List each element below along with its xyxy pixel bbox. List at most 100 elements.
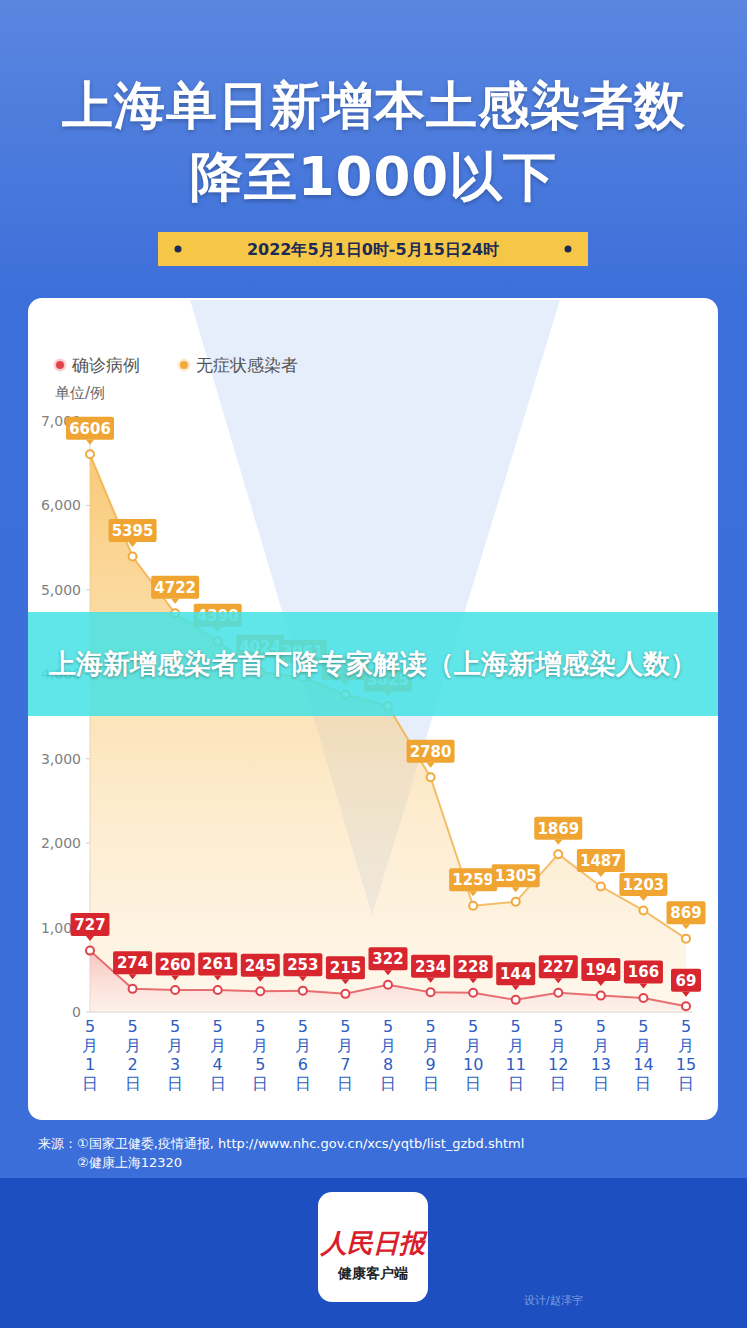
data-label: 69 xyxy=(676,972,697,990)
x-tick-label: 5月5日 xyxy=(252,1017,268,1093)
data-label: 727 xyxy=(74,916,105,934)
x-tick-label-part: 月 xyxy=(550,1036,566,1055)
x-tick-label-part: 月 xyxy=(423,1036,439,1055)
data-point xyxy=(639,994,647,1002)
data-label-pointer xyxy=(427,763,435,768)
data-label-box xyxy=(241,954,280,977)
data-point xyxy=(341,990,349,998)
overlay-caption: 上海新增感染者首下降专家解读（上海新增感染人数） xyxy=(43,645,703,683)
x-tick-label-part: 日 xyxy=(508,1074,524,1093)
data-label-pointer xyxy=(214,975,222,980)
data-point xyxy=(256,987,264,995)
x-tick-label-part: 5 xyxy=(298,1017,308,1036)
x-tick-label-part: 13 xyxy=(591,1055,611,1074)
x-tick-label: 5月1日 xyxy=(82,1017,98,1093)
data-label: 1305 xyxy=(495,867,537,885)
data-label-pointer xyxy=(512,985,520,990)
data-label: 260 xyxy=(159,956,190,974)
logo-subtitle: 健康客户端 xyxy=(337,1265,408,1281)
logo-box xyxy=(318,1192,428,1302)
data-label-pointer xyxy=(384,970,392,975)
x-tick-label: 5月6日 xyxy=(295,1017,311,1093)
data-label-pointer xyxy=(341,979,349,984)
data-point xyxy=(554,850,562,858)
bullet xyxy=(565,246,572,253)
data-label-box xyxy=(581,958,620,981)
data-label-pointer xyxy=(682,924,690,929)
data-label-pointer xyxy=(469,978,477,983)
data-label-box xyxy=(624,960,663,983)
x-tick-label-part: 日 xyxy=(210,1074,226,1093)
data-point xyxy=(129,985,137,993)
data-label: 4722 xyxy=(154,579,196,597)
y-tick xyxy=(86,589,90,590)
x-tick-label-part: 10 xyxy=(463,1055,483,1074)
data-label: 274 xyxy=(117,954,148,972)
data-point xyxy=(214,986,222,994)
data-label: 1259 xyxy=(452,871,494,889)
y-tick-label: 5,000 xyxy=(41,582,81,598)
data-label-pointer xyxy=(129,542,137,547)
data-label-pointer xyxy=(597,981,605,986)
data-label-pointer xyxy=(299,976,307,981)
x-tick-label-part: 11 xyxy=(506,1055,526,1074)
data-label-pointer xyxy=(129,974,137,979)
legend-ring xyxy=(54,359,67,372)
area-fill xyxy=(90,454,686,1012)
data-label: 144 xyxy=(500,965,531,983)
subtitle: 2022年5月1日0时-5月15日24时 xyxy=(247,240,499,259)
x-tick-label-part: 5 xyxy=(213,1017,223,1036)
x-tick-label-part: 月 xyxy=(508,1036,524,1055)
legend-marker xyxy=(56,361,64,369)
data-label-pointer xyxy=(171,976,179,981)
series-line xyxy=(90,951,686,1007)
x-tick-label-part: 4 xyxy=(213,1055,223,1074)
data-label: 869 xyxy=(670,904,701,922)
data-point xyxy=(597,992,605,1000)
data-label: 166 xyxy=(628,963,659,981)
data-label-box xyxy=(369,947,408,970)
x-tick-label-part: 日 xyxy=(550,1074,566,1093)
x-tick-label-part: 月 xyxy=(210,1036,226,1055)
x-tick-label-part: 日 xyxy=(337,1074,353,1093)
data-label-pointer xyxy=(171,599,179,604)
data-label-pointer xyxy=(597,872,605,877)
data-label-pointer xyxy=(682,992,690,997)
data-label-box xyxy=(66,417,114,440)
data-label-box xyxy=(496,962,535,985)
x-tick-label-part: 8 xyxy=(383,1055,393,1074)
x-tick-label: 5月10日 xyxy=(463,1017,483,1093)
x-tick-label: 5月4日 xyxy=(210,1017,226,1093)
x-tick-label-part: 日 xyxy=(635,1074,651,1093)
data-point xyxy=(597,882,605,890)
data-label-box xyxy=(151,576,199,599)
x-tick-label: 5月7日 xyxy=(337,1017,353,1093)
x-tick-label-part: 月 xyxy=(167,1036,183,1055)
data-label-box xyxy=(283,953,322,976)
data-label-pointer xyxy=(512,887,520,892)
x-tick-label-part: 5 xyxy=(85,1017,95,1036)
y-tick xyxy=(86,1012,90,1013)
x-tick-label-part: 5 xyxy=(383,1017,393,1036)
x-tick-label-part: 5 xyxy=(127,1017,137,1036)
data-point xyxy=(427,773,435,781)
data-label-pointer xyxy=(554,840,562,845)
data-label: 6606 xyxy=(69,420,111,438)
x-tick-label-part: 5 xyxy=(255,1055,265,1074)
x-tick-label-part: 12 xyxy=(548,1055,568,1074)
data-point xyxy=(639,906,647,914)
area-fill xyxy=(90,951,686,1012)
x-tick-label: 5月8日 xyxy=(380,1017,396,1093)
data-point xyxy=(682,1002,690,1010)
x-tick-label-part: 7 xyxy=(340,1055,350,1074)
x-tick-label-part: 5 xyxy=(553,1017,563,1036)
data-label-box xyxy=(411,955,450,978)
card xyxy=(28,298,718,1120)
x-tick-label-part: 月 xyxy=(337,1036,353,1055)
legend-marker xyxy=(180,361,188,369)
x-tick-label-part: 5 xyxy=(596,1017,606,1036)
data-point xyxy=(512,898,520,906)
x-tick-label-part: 日 xyxy=(465,1074,481,1093)
data-label: 245 xyxy=(245,957,276,975)
x-tick-label-part: 9 xyxy=(425,1055,435,1074)
